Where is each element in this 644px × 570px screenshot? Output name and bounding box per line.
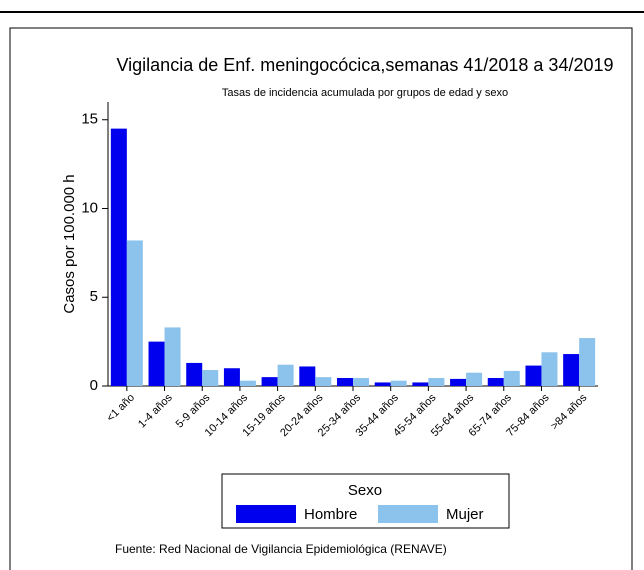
chart-subtitle: Tasas de incidencia acumulada por grupos… [222,87,508,99]
bar [110,128,127,386]
y-tick-label: 0 [90,377,98,394]
legend-swatch [378,505,438,523]
chart-title: Vigilancia de Enf. meningocócica,semanas… [116,55,613,75]
bar [353,378,369,386]
y-axis-label: Casos por 100.000 h [61,174,78,313]
bar [164,327,181,386]
legend-box [221,473,510,529]
bar [450,378,467,386]
bar [261,377,278,386]
bar [186,362,203,386]
y-tick-label: 15 [81,111,98,128]
bar [299,366,316,386]
x-tick-label: 5-9 años [174,391,213,430]
source-note: Fuente: Red Nacional de Vigilancia Epide… [115,542,447,556]
bar [466,372,483,386]
legend-swatch [236,505,296,523]
bar [503,370,520,386]
bar [412,382,429,386]
bar [525,365,542,386]
x-tick-label: >84 años [549,391,590,432]
bar [541,352,558,386]
x-tick-label: 1-4 años [136,391,175,430]
bar [428,378,445,386]
bar [563,354,580,386]
bar [337,378,353,386]
legend-label: Mujer [446,506,484,523]
bar [239,380,256,386]
y-tick-label: 5 [90,288,98,305]
panel-border [9,27,633,570]
x-tick-label: <1 año [105,392,137,424]
bar [315,377,332,386]
bar [223,368,240,386]
bar [202,370,219,386]
bar [579,338,596,386]
legend-label: Hombre [304,506,357,523]
bar [374,382,391,386]
bar [487,378,504,386]
legend-title: Sexo [348,482,382,499]
bar [148,341,165,386]
bar [390,380,407,386]
bar [126,240,143,386]
bar [277,364,294,386]
y-tick-label: 10 [81,199,98,216]
